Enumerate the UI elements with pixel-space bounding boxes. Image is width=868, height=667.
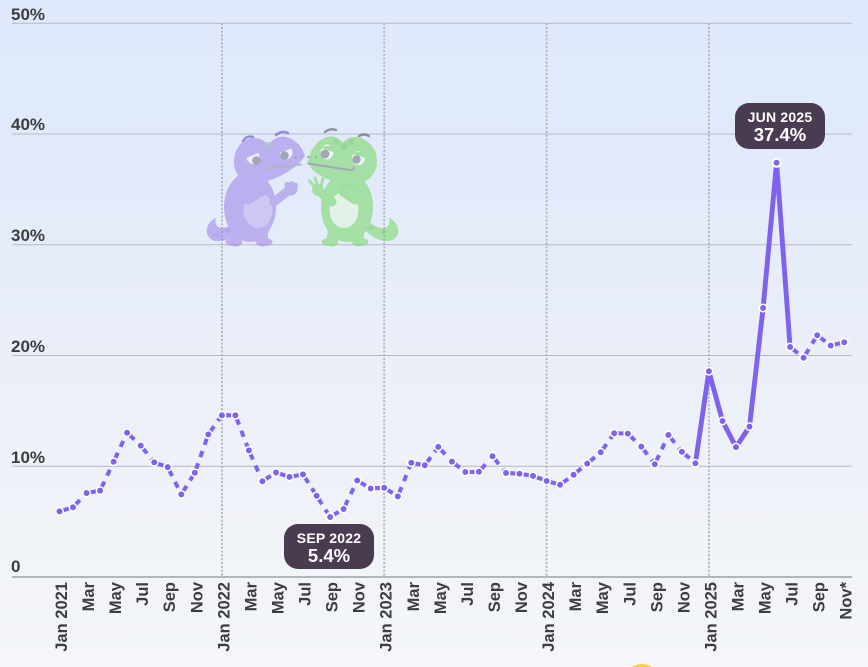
svg-text:30%: 30% [11,226,45,245]
svg-text:Nov: Nov [675,581,693,613]
svg-text:20%: 20% [11,337,45,356]
svg-text:Jul: Jul [459,582,477,606]
svg-text:Nov*: Nov* [838,581,856,619]
svg-text:Sep: Sep [161,582,179,612]
svg-text:Nov: Nov [188,581,206,613]
svg-text:Jan 2024: Jan 2024 [540,581,558,652]
svg-text:0: 0 [11,557,20,576]
svg-text:Mar: Mar [242,581,260,611]
svg-text:Jul: Jul [621,582,639,606]
svg-text:Nov: Nov [513,581,531,613]
svg-text:Jan 2023: Jan 2023 [378,582,396,652]
svg-text:May: May [270,581,288,614]
svg-text:May: May [594,581,612,614]
svg-text:Jan 2022: Jan 2022 [215,582,233,652]
svg-text:50%: 50% [11,5,45,24]
svg-text:Sep: Sep [486,582,504,612]
svg-text:Sep: Sep [811,582,829,612]
svg-text:Mar: Mar [567,581,585,611]
svg-text:May: May [757,581,775,614]
svg-text:Mar: Mar [80,581,98,611]
svg-text:May: May [432,581,450,614]
svg-text:May: May [107,581,125,614]
svg-text:Jul: Jul [784,582,802,606]
svg-text:10%: 10% [11,448,45,467]
svg-text:Sep: Sep [648,582,666,612]
svg-text:Mar: Mar [730,581,748,611]
svg-text:Jan 2025: Jan 2025 [702,582,720,652]
svg-text:40%: 40% [11,115,45,134]
svg-text:Mar: Mar [405,581,423,611]
svg-text:Nov: Nov [351,581,369,613]
svg-text:Sep: Sep [324,582,342,612]
svg-text:Jul: Jul [134,582,152,606]
svg-text:Jul: Jul [297,582,315,606]
svg-text:Jan 2021: Jan 2021 [53,582,71,652]
